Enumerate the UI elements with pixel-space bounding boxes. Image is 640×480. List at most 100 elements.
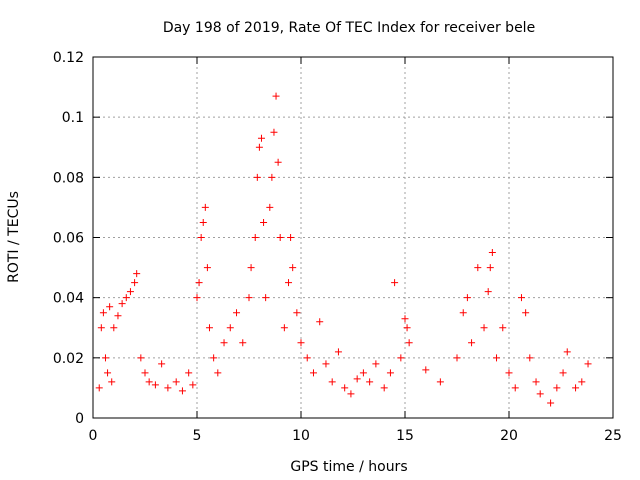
data-point xyxy=(480,324,488,332)
data-point xyxy=(553,384,561,392)
data-point xyxy=(366,378,374,386)
data-point xyxy=(280,324,288,332)
data-point xyxy=(266,203,274,211)
data-point xyxy=(341,384,349,392)
data-point xyxy=(197,234,205,241)
data-point xyxy=(272,92,280,100)
data-point xyxy=(517,294,525,302)
data-point xyxy=(289,264,297,272)
data-point xyxy=(572,384,580,392)
data-point xyxy=(245,294,253,302)
data-point xyxy=(145,378,153,386)
data-point xyxy=(488,249,496,257)
data-point xyxy=(255,143,263,151)
data-point xyxy=(547,399,555,407)
axis-ticks: 0 5 10 15 20 25 0 0.02 0.04 0.06 0.08 0.1 0.12 xyxy=(53,50,622,444)
data-point xyxy=(309,369,317,377)
data-point xyxy=(110,324,118,332)
data-point xyxy=(474,264,482,272)
data-point xyxy=(397,354,405,362)
data-point xyxy=(359,369,367,377)
data-point xyxy=(199,218,207,226)
data-point xyxy=(195,279,203,287)
data-point xyxy=(172,378,180,386)
data-point xyxy=(459,309,467,317)
data-point xyxy=(463,294,471,302)
data-point xyxy=(436,378,444,386)
data-point xyxy=(210,354,218,362)
data-point xyxy=(106,303,114,311)
data-point xyxy=(532,378,540,386)
x-tick-label: 0 xyxy=(89,428,98,444)
data-point xyxy=(95,384,103,392)
data-point xyxy=(505,369,513,377)
data-point xyxy=(151,381,159,389)
x-axis-label: GPS time / hours xyxy=(290,459,407,475)
y-tick-label: 0 xyxy=(75,411,84,427)
data-point xyxy=(205,324,213,332)
data-point xyxy=(422,366,430,374)
chart-title: Day 198 of 2019, Rate Of TEC Index for r… xyxy=(163,20,535,36)
data-point xyxy=(133,270,141,278)
data-point xyxy=(499,324,507,332)
y-tick-label: 0.04 xyxy=(53,291,84,307)
data-point xyxy=(559,369,567,377)
data-point xyxy=(293,309,301,317)
y-axis-label: ROTI / TECUs xyxy=(6,191,22,283)
data-point xyxy=(108,378,116,386)
data-point xyxy=(522,309,530,317)
data-point xyxy=(251,234,259,241)
y-tick-label: 0.1 xyxy=(62,110,84,126)
data-point xyxy=(322,360,330,368)
data-point xyxy=(297,339,305,347)
data-point xyxy=(347,390,355,398)
grid-lines xyxy=(93,57,613,418)
data-point xyxy=(486,264,494,272)
data-point xyxy=(372,360,380,368)
data-point xyxy=(239,339,247,347)
data-point xyxy=(316,318,324,326)
y-tick-label: 0.08 xyxy=(53,170,84,186)
data-point xyxy=(405,339,413,347)
data-point xyxy=(201,203,209,211)
data-point xyxy=(185,369,193,377)
data-point xyxy=(380,384,388,392)
x-tick-label: 5 xyxy=(193,428,202,444)
data-point xyxy=(268,173,276,181)
data-point xyxy=(285,279,293,287)
data-point xyxy=(334,348,342,356)
data-point xyxy=(484,288,492,296)
data-point xyxy=(141,369,149,377)
data-point xyxy=(391,279,399,287)
data-point xyxy=(101,354,109,362)
data-point xyxy=(247,264,255,272)
y-tick-label: 0.06 xyxy=(53,231,84,247)
data-point xyxy=(493,354,501,362)
x-tick-label: 10 xyxy=(292,428,310,444)
x-tick-label: 20 xyxy=(500,428,518,444)
data-point xyxy=(276,234,284,241)
data-point xyxy=(287,234,295,241)
data-point xyxy=(511,384,519,392)
data-point xyxy=(193,294,201,302)
data-point xyxy=(233,309,241,317)
data-point xyxy=(164,384,172,392)
y-tick-label: 0.12 xyxy=(53,50,84,66)
data-point xyxy=(253,173,261,181)
data-point xyxy=(401,315,409,323)
data-point xyxy=(214,369,222,377)
data-point xyxy=(353,375,361,383)
data-point xyxy=(122,294,130,302)
data-point xyxy=(536,390,544,398)
data-point xyxy=(131,279,139,287)
data-point xyxy=(578,378,586,386)
data-point xyxy=(260,218,268,226)
data-point xyxy=(99,309,107,317)
data-point xyxy=(303,354,311,362)
data-point xyxy=(274,158,282,166)
y-tick-label: 0.02 xyxy=(53,351,84,367)
data-point xyxy=(563,348,571,356)
data-point xyxy=(270,128,278,136)
data-point xyxy=(403,324,411,332)
